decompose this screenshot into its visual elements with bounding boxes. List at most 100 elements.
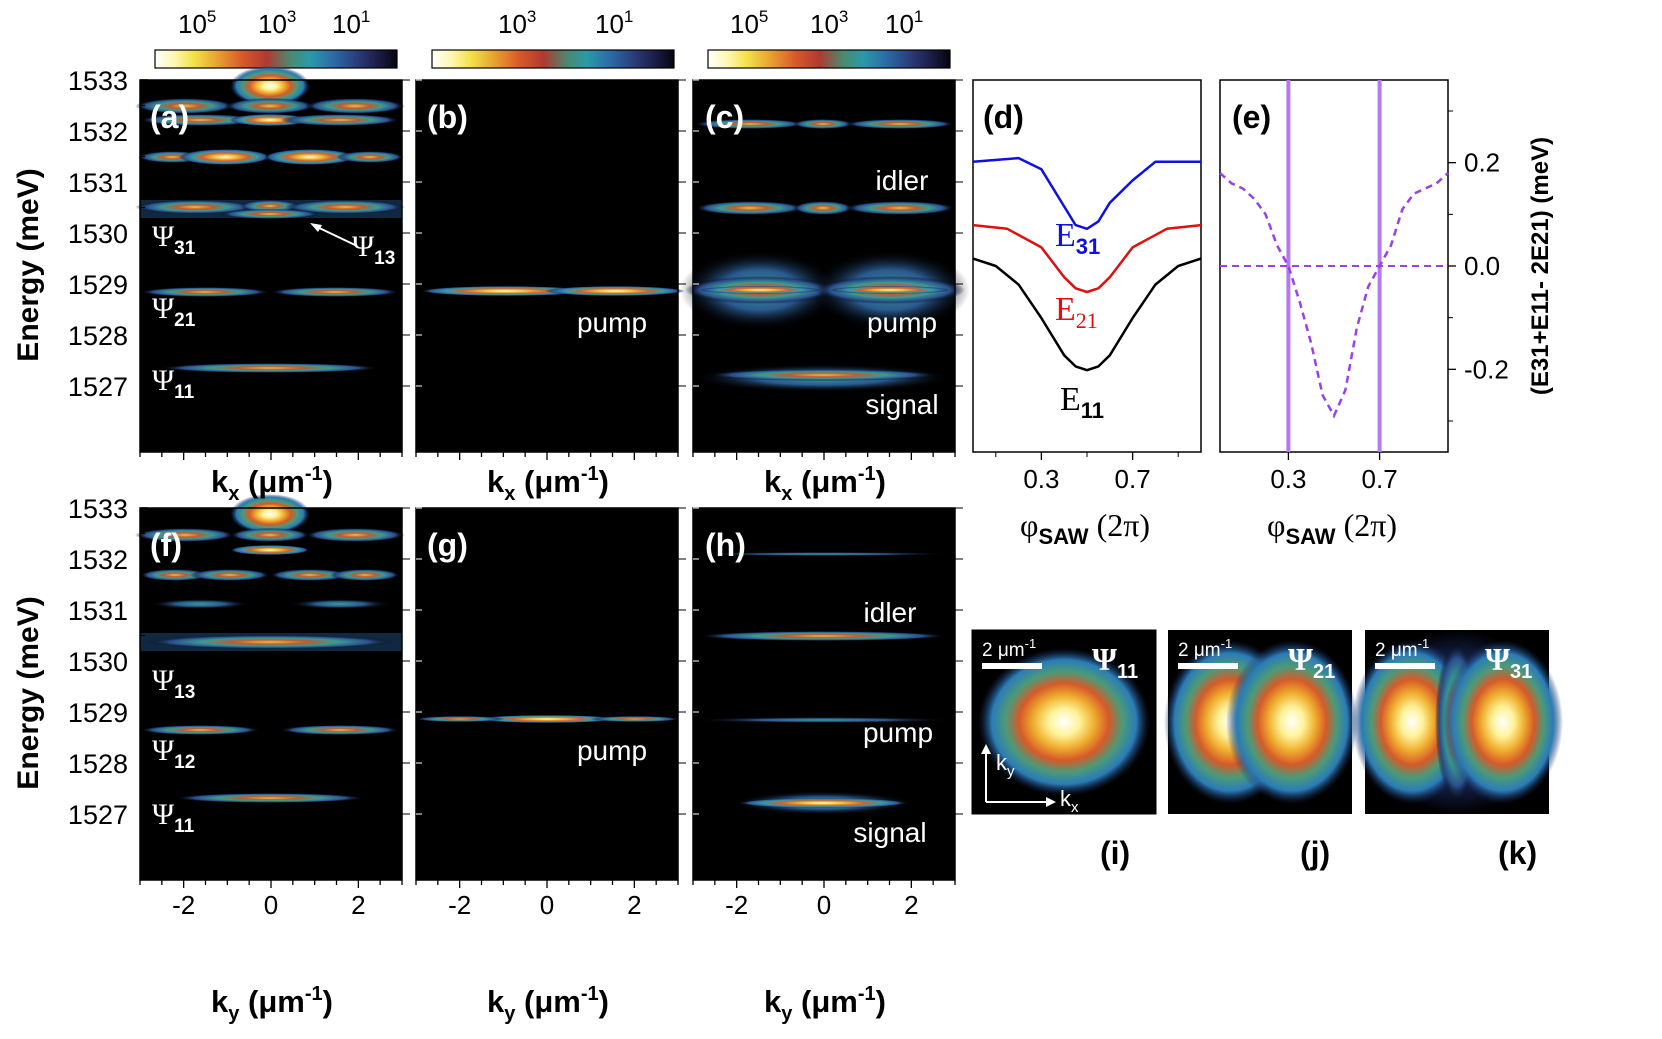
panel-g: [415, 507, 680, 881]
ky-label-g: ky (μm-1): [487, 983, 609, 1025]
label-signal-h: signal: [853, 817, 926, 848]
energy-axis-bottom: 1533 1532 1531 1530 1529 1528 1527: [68, 494, 963, 840]
inset-scale-1: 2 μm-1: [982, 636, 1036, 661]
panel-label-k: (k): [1498, 835, 1537, 871]
panel-f: [135, 494, 405, 881]
inset-k-axes: ky kx: [981, 744, 1079, 816]
ky-tick-label: 0: [817, 890, 831, 920]
colorbar-a-label-3: 101: [332, 7, 370, 39]
panel-label-e: (e): [1232, 99, 1271, 135]
inset-scale-2: 2 μm-1: [1178, 636, 1232, 661]
energy-tick-label: 1531: [68, 596, 128, 626]
mode-label-psi31: Ψ31: [152, 220, 196, 259]
ky-tick-label: 2: [351, 890, 365, 920]
svg-text:kx (μm-1): kx (μm-1): [764, 463, 886, 505]
label-idler-c: idler: [876, 165, 929, 196]
label-pump-h: pump: [863, 717, 933, 748]
inset-psi11-label: Ψ11: [1092, 641, 1138, 683]
colorbar-a: 105 103 101: [154, 7, 398, 69]
panel-label-g: (g): [427, 527, 468, 563]
inset-psi21: 2 μm-1 Ψ21: [1164, 630, 1358, 814]
ky-tick-label: 0: [540, 890, 554, 920]
phi-tick-label: 0.3: [1270, 464, 1306, 494]
label-pump-c: pump: [867, 307, 937, 338]
panel-label-i: (i): [1100, 835, 1130, 871]
colorbar-c-label-1: 105: [730, 7, 768, 39]
energy-tick-label: 1527: [68, 800, 128, 830]
kx-label-a: kx (μm-1): [211, 463, 333, 505]
mode-label-psi13-f: Ψ13: [152, 664, 195, 703]
energy-tick-label: 1530: [68, 647, 128, 677]
svg-text:kx (μm-1): kx (μm-1): [487, 463, 609, 505]
svg-text:φSAW (2π): φSAW (2π): [1267, 507, 1397, 549]
energy-tick-label: 1532: [68, 117, 128, 147]
label-idler-h: idler: [864, 597, 917, 628]
phi-label-d: φSAW (2π): [1020, 507, 1150, 549]
panel-h: [692, 507, 956, 881]
panel-label-h: (h): [705, 527, 746, 563]
panel-c: [680, 79, 970, 453]
inset-psi21-label: Ψ21: [1288, 641, 1335, 683]
series-e11: [972, 257, 1202, 372]
mode-label-psi12-f: Ψ12: [152, 734, 195, 773]
ky-tick-label: -2: [725, 890, 748, 920]
label-e21: E21: [1055, 291, 1098, 333]
series-e-diff: [1219, 172, 1449, 419]
energy-tick-label: 1532: [68, 545, 128, 575]
ky-tick-label: -2: [448, 890, 471, 920]
inset-psi31: 2 μm-1 Ψ31: [1352, 630, 1563, 814]
inset-scale-3: 2 μm-1: [1375, 636, 1429, 661]
energy-tick-label: 1533: [68, 66, 128, 96]
panel-e-ylabel: (E31+E11- 2E21) (meV): [1527, 137, 1554, 395]
svg-text:φSAW (2π): φSAW (2π): [1020, 507, 1150, 549]
energy-tick-label: 1528: [68, 321, 128, 351]
colorbar-b-label-2: 101: [595, 7, 633, 39]
colorbar-a-label-2: 103: [258, 7, 296, 39]
phi-tick-label: 0.7: [1362, 464, 1398, 494]
kx-label-c: kx (μm-1): [764, 463, 886, 505]
panel-e-y-ticks: 0.2 0.0 -0.2: [1448, 110, 1509, 422]
label-pump-g: pump: [577, 735, 647, 766]
phi-tick-label: 0.7: [1115, 464, 1151, 494]
energy-tick-label: 1527: [68, 372, 128, 402]
kx-axis-ticks: [139, 452, 956, 460]
energy-tick-label: 1529: [68, 698, 128, 728]
energy-tick-label: 1531: [68, 168, 128, 198]
svg-text:ky (μm-1): ky (μm-1): [764, 983, 886, 1025]
energy-tick-label: 1530: [68, 219, 128, 249]
series-e21: [972, 223, 1202, 294]
label-pump-b: pump: [577, 307, 647, 338]
energy-tick-label: 1533: [68, 494, 128, 524]
panel-b: [415, 79, 685, 453]
svg-text:ky (μm-1): ky (μm-1): [211, 983, 333, 1025]
inset-psi11: 2 μm-1 Ψ11 ky kx: [971, 629, 1157, 816]
energy-label-top: Energy (meV): [12, 168, 45, 361]
panel-label-b: (b): [427, 99, 468, 135]
e-y-tick-label: 0.2: [1464, 148, 1500, 178]
ky-axis-ticks: -2 0 2 -2 0 2 -2 0 2: [139, 880, 956, 920]
energy-axis-top: 1533 1532 1531 1530 1529 1528 1527: [68, 66, 963, 412]
energy-tick-label: 1528: [68, 749, 128, 779]
panel-a: [135, 66, 405, 453]
colorbar-c: 105 103 101: [707, 7, 951, 69]
energy-label-bottom: Energy (meV): [12, 596, 45, 789]
ky-tick-label: 2: [904, 890, 918, 920]
colorbar-a-label-1: 105: [178, 7, 216, 39]
mode-label-psi21: Ψ21: [152, 292, 196, 331]
series-e31: [972, 156, 1201, 231]
panel-label-d: (d): [983, 99, 1024, 135]
label-e31: E31: [1055, 217, 1100, 259]
phi-label-e: φSAW (2π): [1267, 507, 1397, 549]
label-e11: E11: [1060, 381, 1104, 423]
panel-d-x-ticks: 0.3 0.7: [995, 452, 1179, 494]
label-signal-c: signal: [865, 389, 938, 420]
ky-label-f: ky (μm-1): [211, 983, 333, 1025]
svg-text:kx (μm-1): kx (μm-1): [211, 463, 333, 505]
mode-label-psi11-f: Ψ11: [152, 798, 195, 837]
arrow-psi13: [310, 223, 356, 246]
panel-e: (e): [1219, 79, 1449, 453]
panel-d: (d) E31 E21 E11: [972, 79, 1202, 453]
panel-label-j: (j): [1300, 835, 1330, 871]
svg-text:ky (μm-1): ky (μm-1): [487, 983, 609, 1025]
